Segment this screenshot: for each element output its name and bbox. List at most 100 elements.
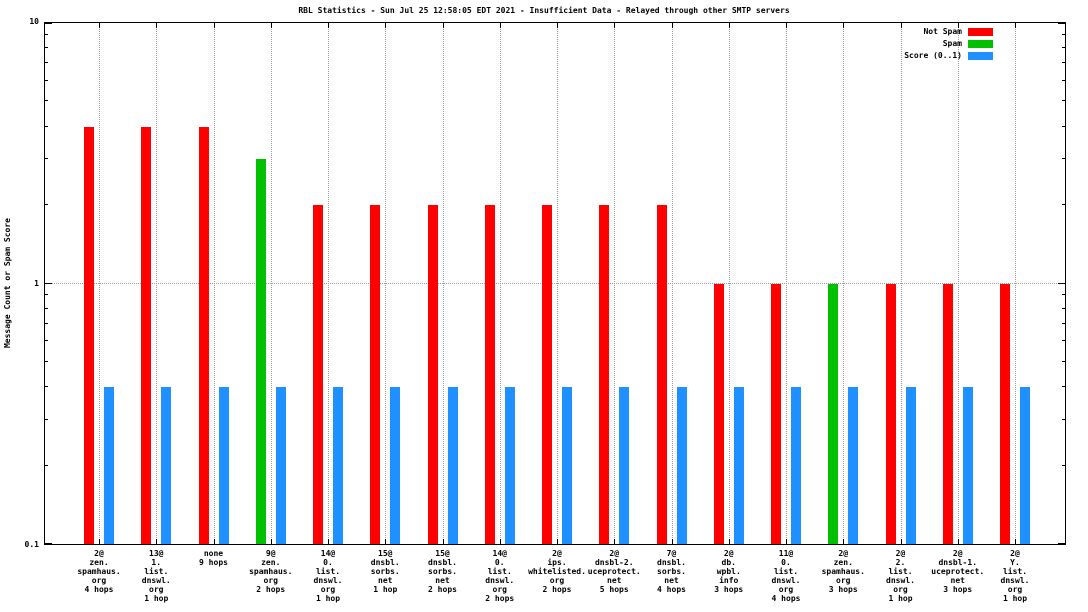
bar-not-spam (198, 126, 209, 544)
y-minor-tick (45, 62, 48, 64)
x-category-label: 2@ dnsbl-1. uceprotect. net 3 hops (931, 549, 985, 594)
legend-swatch (968, 51, 993, 60)
x-tick (671, 539, 673, 544)
x-category-label: 2@ dnsbl-2. uceprotect. net 5 hops (587, 549, 641, 594)
x-tick (156, 539, 158, 544)
bar-score (390, 387, 401, 544)
gridline-x (786, 23, 787, 544)
legend-label: Not Spam (923, 27, 962, 36)
x-category-label: 7@ dnsbl. sorbs. net 4 hops (657, 549, 686, 594)
y-tick-label: 0.1 (24, 540, 39, 549)
x-category-label: 15@ dnsbl. sorbs. net 1 hop (370, 549, 400, 594)
gridline-x (557, 23, 558, 544)
x-tick (385, 539, 387, 544)
bar-not-spam (1000, 283, 1010, 544)
y-minor-tick (1062, 360, 1065, 362)
x-tick (99, 539, 100, 544)
bar-score (333, 387, 343, 544)
y-minor-tick (1062, 125, 1065, 127)
x-tick (270, 23, 272, 28)
x-category-label: 9@ zen. spamhaus. org 2 hops (249, 549, 293, 594)
y-minor-tick (1062, 340, 1065, 342)
gridline-x (99, 23, 100, 544)
y-minor-tick (45, 322, 48, 324)
y-tick (45, 23, 52, 24)
bar-not-spam (942, 283, 953, 544)
x-tick (728, 23, 730, 28)
x-tick (786, 23, 787, 28)
gridline-x (328, 23, 329, 544)
x-tick (557, 23, 558, 28)
x-tick (614, 23, 616, 28)
legend-label: Score (0..1) (904, 51, 962, 60)
chart-title: RBL Statistics - Sun Jul 25 12:58:05 EDT… (298, 6, 790, 15)
bar-score (791, 387, 801, 544)
gridline-x (671, 23, 673, 544)
x-tick (442, 539, 444, 544)
bar-not-spam (656, 205, 667, 544)
bar-not-spam (370, 205, 381, 544)
legend-item: Score (0..1) (904, 51, 993, 60)
y-minor-tick (1062, 33, 1065, 35)
bar-score (504, 387, 515, 544)
x-category-label: 2@ Y. list. dnswl. org 1 hop (1000, 549, 1030, 603)
y-minor-tick (1062, 47, 1065, 49)
x-category-label: 13@ 1. list. dnswl. org 1 hop (141, 549, 171, 603)
y-tick-label: 10 (29, 17, 39, 26)
bar-not-spam (84, 126, 94, 544)
x-category-label: 2@ ips. whitelisted. org 2 hops (528, 549, 586, 594)
x-tick (499, 539, 501, 544)
x-tick (328, 539, 329, 544)
x-category-label: 14@ 0. list. dnswl. org 2 hops (485, 549, 515, 603)
x-tick (99, 23, 100, 28)
x-tick (385, 23, 387, 28)
gridline-x (1015, 23, 1016, 544)
bar-score (562, 387, 572, 544)
y-minor-tick (1062, 294, 1065, 296)
legend-swatch (968, 39, 993, 48)
y-minor-tick (45, 204, 48, 206)
y-minor-tick (1062, 418, 1065, 420)
y-minor-tick (1062, 464, 1065, 466)
x-tick (671, 23, 673, 28)
x-tick (900, 539, 902, 544)
y-minor-tick (45, 294, 48, 296)
y-minor-tick (45, 79, 48, 81)
x-tick (957, 23, 959, 28)
x-tick (156, 23, 158, 28)
bar-score (447, 387, 458, 544)
bar-not-spam (885, 283, 896, 544)
gridline-x (213, 23, 215, 544)
x-tick (557, 539, 558, 544)
x-tick (213, 23, 215, 28)
x-category-label: 11@ 0. list. dnswl. org 4 hops (771, 549, 801, 603)
x-tick (1015, 539, 1016, 544)
bar-score (218, 387, 229, 544)
y-minor-tick (1062, 79, 1065, 81)
x-tick (843, 23, 845, 28)
gridline-x (957, 23, 959, 544)
gridline-x (900, 23, 902, 544)
bar-score (275, 387, 286, 544)
bar-score (619, 387, 630, 544)
x-tick (442, 23, 444, 28)
bar-score (104, 387, 114, 544)
bar-not-spam (713, 283, 724, 544)
x-tick (270, 539, 272, 544)
x-category-label: 2@ zen. spamhaus. org 4 hops (77, 549, 121, 594)
y-minor-tick (45, 33, 48, 35)
x-category-label: 14@ 0. list. dnswl. org 1 hop (313, 549, 343, 603)
y-minor-tick (1062, 386, 1065, 388)
bar-score (962, 387, 973, 544)
bar-not-spam (484, 205, 495, 544)
bar-score (848, 387, 859, 544)
y-tick (1058, 23, 1065, 24)
y-minor-tick (1062, 158, 1065, 160)
bar-spam (255, 159, 266, 544)
y-minor-tick (1062, 307, 1065, 309)
y-minor-tick (45, 340, 48, 342)
y-tick (45, 282, 52, 284)
x-category-label: none 9 hops (199, 549, 228, 567)
x-category-label: 2@ db. wpbl. info 3 hops (714, 549, 744, 594)
gridline-x (843, 23, 845, 544)
